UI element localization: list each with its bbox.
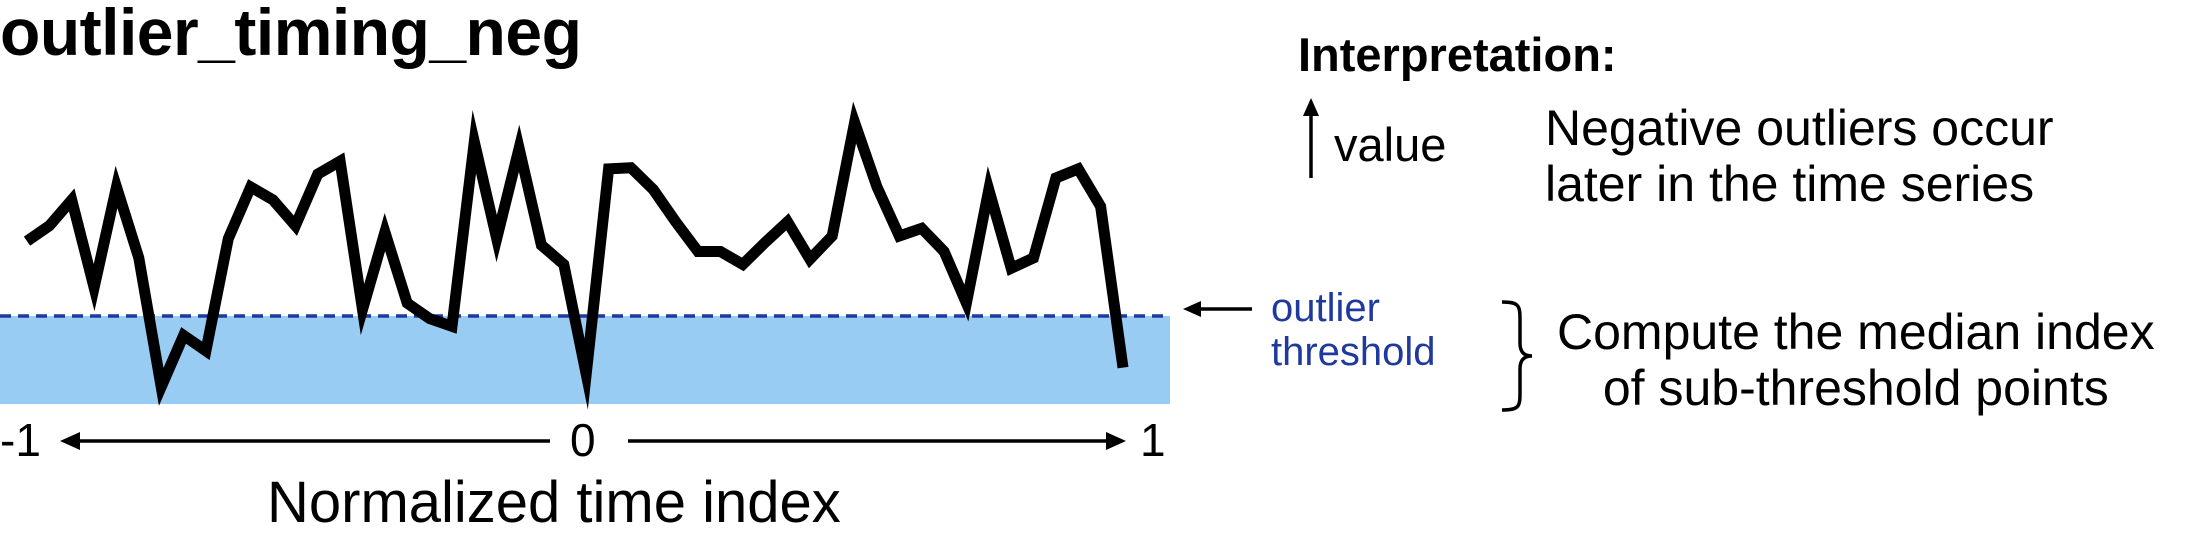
threshold-label-line-1: outlier [1271,286,1380,330]
interpretation-text: Negative outliers occur later in the tim… [1545,100,2054,212]
interpretation-heading: Interpretation: [1298,28,1617,81]
interpretation-line-1: Negative outliers occur [1545,100,2054,156]
compute-line-2: of sub-threshold points [1602,360,2109,416]
interpretation-line-2: later in the time series [1545,156,2035,212]
x-tick-left: -1 [0,414,41,466]
chart-title: outlier_timing_neg [0,0,582,69]
up-arrow-icon [1303,98,1319,178]
x-axis-left-arrow [60,432,550,450]
x-axis-label: Normalized time index [267,470,841,535]
time-series-line [23,101,1129,410]
threshold-pointer-arrow [1183,301,1252,317]
threshold-label-line-2: threshold [1271,330,1436,374]
threshold-label: outlier threshold [1271,286,1436,374]
curly-brace-icon [1501,300,1533,412]
compute-text: Compute the median index of sub-threshol… [1557,304,2155,416]
x-tick-mid: 0 [570,414,596,466]
x-tick-right: 1 [1140,414,1166,466]
compute-line-1: Compute the median index [1557,304,2155,360]
value-label: value [1334,118,1447,171]
x-axis-right-arrow [628,432,1126,450]
